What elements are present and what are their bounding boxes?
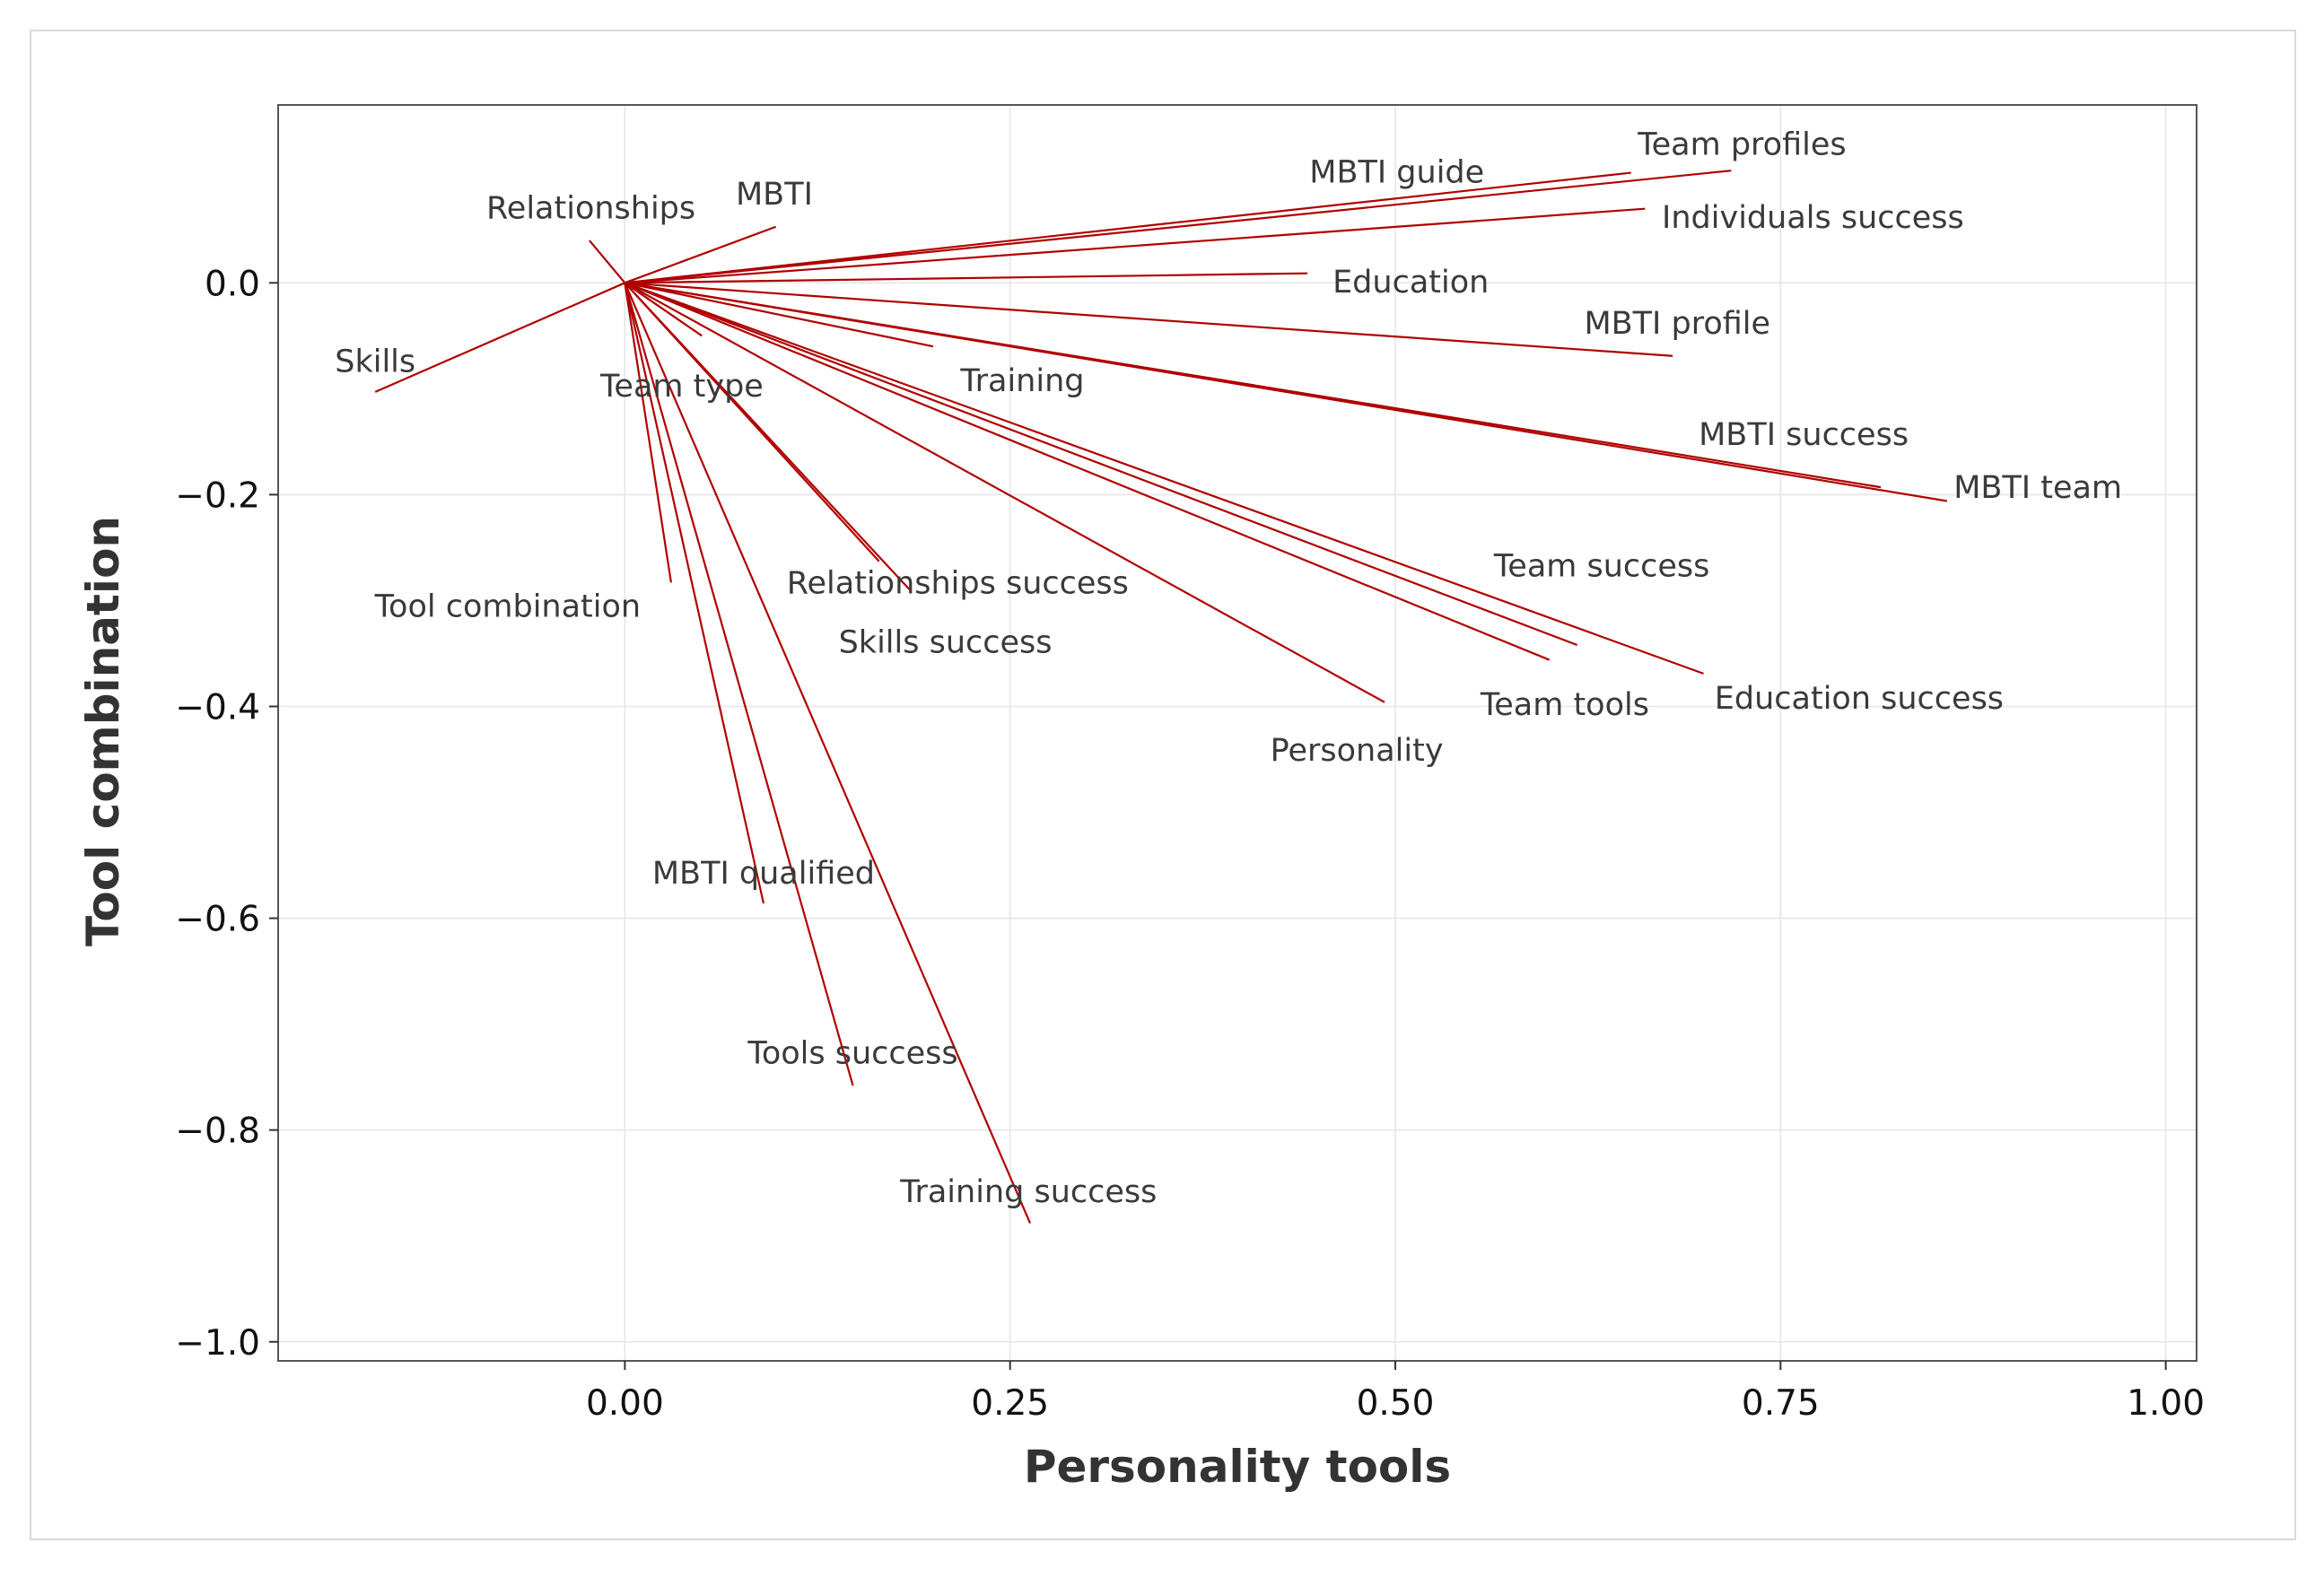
vector-label: Skills [335,344,415,380]
vector-label: Relationships [486,191,695,227]
vector-line [625,282,1704,675]
vector-line [374,282,625,393]
vector-label: MBTI profile [1584,306,1770,342]
vector-labels: Team profiles MBTI guide Individuals succe… [335,127,2122,1210]
plot-panel [277,104,2197,1362]
vector-line [625,282,934,348]
vector-label: Skills success [839,624,1053,660]
vector-line [624,283,854,1086]
vector-label: Personality [1271,733,1444,769]
vector-line [625,282,1673,357]
vector-line [624,283,765,904]
vector-label: MBTI success [1699,417,1909,453]
y-axis-title: Tool combination [77,516,129,946]
x-tick-label: 1.00 [2127,1383,2205,1424]
vector-line [589,240,626,284]
vector-line [624,283,672,583]
vector-label: Training [959,363,1084,399]
vector-line [624,282,1578,647]
x-tick-label: 0.75 [1742,1383,1820,1424]
vector-line [624,282,1385,703]
vector-label: MBTI guide [1309,154,1484,190]
vector-line [624,282,911,591]
vector-line [625,282,1947,502]
loading-vectors [374,170,1947,1224]
y-tick-label: −0.8 [175,1111,260,1152]
vector-label: MBTI qualified [652,856,875,892]
grid-lines [278,105,2197,1361]
vector-label: Tools success [747,1035,957,1071]
vector-line [625,225,777,284]
vector-label: Team success [1493,548,1710,584]
y-tick-label: −0.4 [175,687,260,728]
vector-label: Individuals success [1662,200,1964,236]
vector-label: Training success [899,1174,1157,1210]
x-tick-label: 0.25 [971,1383,1049,1424]
y-tick-label: 0.0 [205,264,260,304]
x-axis-ticks: 0.00 0.25 0.50 0.75 1.00 [586,1361,2205,1424]
vector-line [625,170,1732,284]
vector-label: MBTI [736,177,813,213]
vector-label: Relationships success [787,565,1129,601]
vector-label: Education success [1715,681,2004,717]
vector-line [624,282,1551,661]
y-tick-label: −1.0 [175,1323,260,1364]
vector-line [625,171,1631,284]
y-axis-ticks: 0.0 −0.2 −0.4 −0.6 −0.8 −1.0 [175,264,278,1364]
y-tick-label: −0.6 [175,900,260,940]
x-axis-title: Personality tools [1024,1441,1451,1493]
vector-line [625,272,1308,284]
vector-label: Team profiles [1637,127,1846,163]
vector-label: Tool combination [374,588,641,624]
vector-label: Education [1332,265,1489,301]
chart-frame [30,30,2296,1540]
vector-line [624,282,1032,1224]
y-tick-label: −0.2 [175,475,260,516]
vector-line [625,207,1646,284]
x-tick-label: 0.00 [586,1383,664,1424]
vector-label: Team type [599,369,764,405]
vector-line [624,282,703,337]
x-tick-label: 0.50 [1357,1383,1435,1424]
vector-label: MBTI team [1953,470,2122,506]
vector-label: Team tools [1480,687,1649,723]
